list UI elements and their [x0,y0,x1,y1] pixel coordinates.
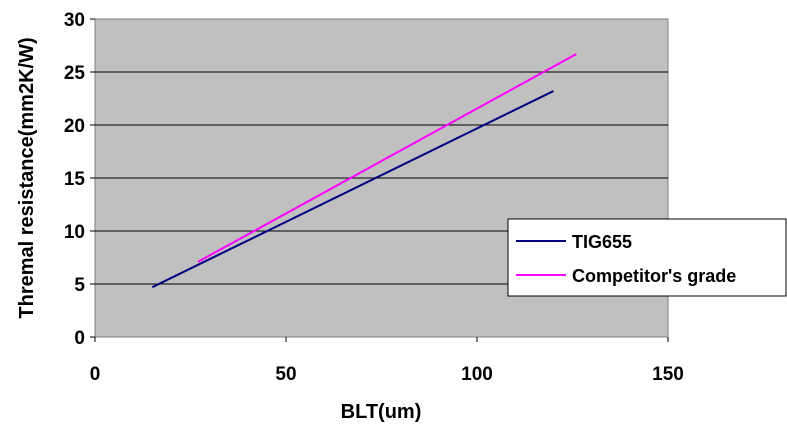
series-lines [151,53,577,289]
legend-label-competitor: Competitor's grade [572,266,736,286]
legend-label-tig655: TIG655 [572,232,632,252]
series-line-0 [151,90,554,289]
y-axis-ticks: 0 5 10 15 20 25 30 [64,10,95,349]
legend-box [507,218,787,297]
y-tick-label: 10 [64,222,85,243]
x-tick-label: 50 [275,364,296,385]
x-axis-ticks: 0 50 100 150 [90,337,684,385]
x-axis-label: BLT(um) [341,401,422,423]
y-tick-label: 25 [64,63,86,84]
x-tick-label: 100 [461,364,493,385]
y-tick-label: 20 [64,116,85,137]
legend: TIG655 Competitor's grade [507,218,787,297]
y-tick-label: 30 [64,10,85,31]
y-axis-label: Thremal resistance(mm2K/W) [16,37,38,318]
x-tick-label: 150 [652,364,684,385]
y-tick-label: 5 [74,275,85,296]
y-tick-label: 15 [64,169,86,190]
y-tick-label: 0 [74,328,85,349]
series-line-1 [197,53,577,263]
x-tick-label: 0 [90,364,101,385]
